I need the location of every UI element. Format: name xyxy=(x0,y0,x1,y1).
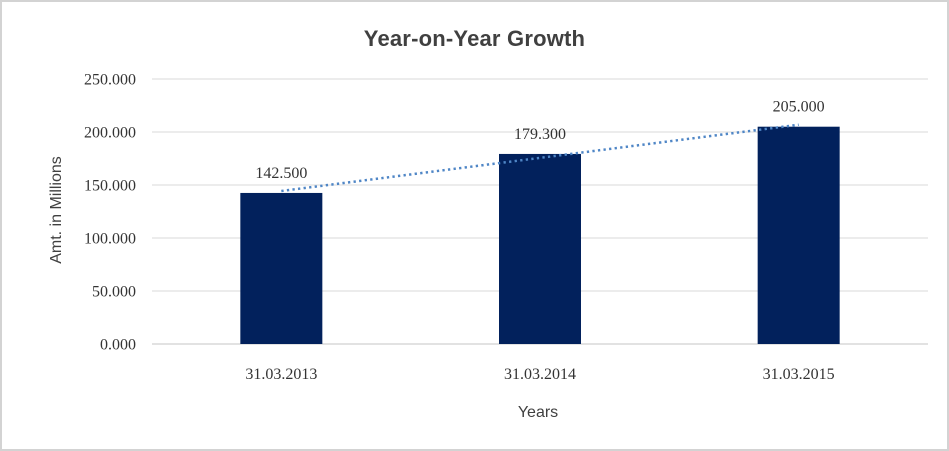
x-tick-label: 31.03.2013 xyxy=(245,366,317,383)
y-tick-label: 50.000 xyxy=(92,284,136,301)
data-label: 205.000 xyxy=(773,99,825,116)
y-tick-label: 250.000 xyxy=(84,72,136,89)
y-tick-label: 100.000 xyxy=(84,231,136,248)
data-label: 179.300 xyxy=(514,126,566,143)
bar-31.03.2015 xyxy=(757,126,840,344)
data-label: 142.500 xyxy=(255,165,307,182)
x-tick-label: 31.03.2015 xyxy=(763,366,835,383)
y-tick-label: 200.000 xyxy=(84,125,136,142)
y-tick-label: 150.000 xyxy=(84,178,136,195)
y-tick-label: 0.000 xyxy=(100,337,136,354)
bar-31.03.2013 xyxy=(240,192,323,344)
x-axis-title: Years xyxy=(517,404,559,421)
x-tick-label: 31.03.2014 xyxy=(504,366,576,383)
bar-31.03.2014 xyxy=(499,153,581,344)
chart-title: Year-on-Year Growth xyxy=(363,26,586,51)
y-axis-title: Amt. in Millions xyxy=(48,156,65,264)
